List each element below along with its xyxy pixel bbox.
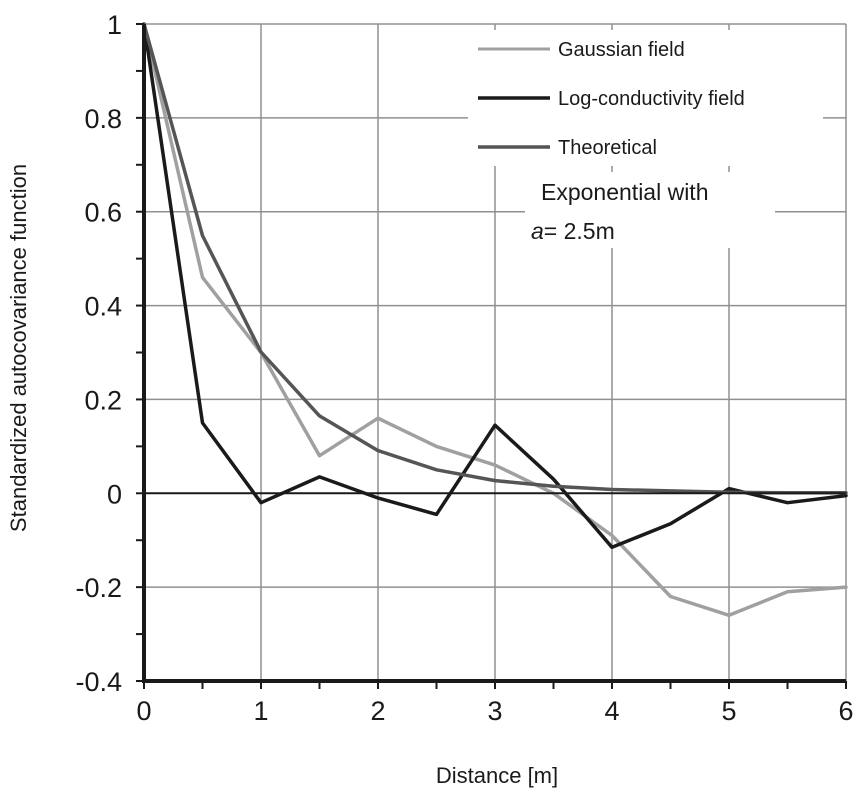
y-tick-label: 0: [107, 479, 122, 509]
x-tick-label: 3: [487, 696, 502, 726]
y-tick-label: -0.4: [75, 667, 122, 697]
legend-label-log-conductivity: Log-conductivity field: [558, 88, 745, 110]
y-tick-label: 0.6: [84, 198, 122, 228]
x-tick-label: 1: [253, 696, 268, 726]
y-tick-label: 0.8: [84, 104, 122, 134]
legend: Gaussian field Log-conductivity field Th…: [468, 30, 823, 166]
annotation-line-1: Exponential with: [541, 179, 709, 205]
y-tick-label: 0.4: [84, 292, 122, 322]
x-tick-label: 6: [838, 696, 853, 726]
legend-label-theoretical: Theoretical: [558, 137, 657, 159]
series-line-1: [142, 22, 848, 550]
x-tick-label: 2: [370, 696, 385, 726]
x-axis-title: Distance [m]: [436, 763, 558, 788]
annotation-value: = 2.5m: [544, 218, 615, 244]
annotation-line-2: a= 2.5m: [531, 218, 615, 244]
annotation-background: [525, 172, 775, 248]
y-tick-label: 0.2: [84, 385, 122, 415]
annotation: Exponential with a= 2.5m: [525, 172, 775, 248]
x-tick-label: 0: [136, 696, 151, 726]
annotation-variable: a: [531, 218, 544, 244]
x-tick-label: 5: [721, 696, 736, 726]
y-tick-label: 1: [107, 10, 122, 40]
x-tick-label: 4: [604, 696, 619, 726]
legend-label-gaussian: Gaussian field: [558, 39, 685, 61]
axes: [136, 23, 847, 689]
tick-labels: 0 1 2 3 4 5 6 -0.4 -0.2 0 0.2 0.4 0.6 0.8 1: [75, 10, 853, 726]
y-axis-title: Standardized autocovariance function: [6, 164, 31, 532]
y-tick-label: -0.2: [75, 573, 122, 603]
